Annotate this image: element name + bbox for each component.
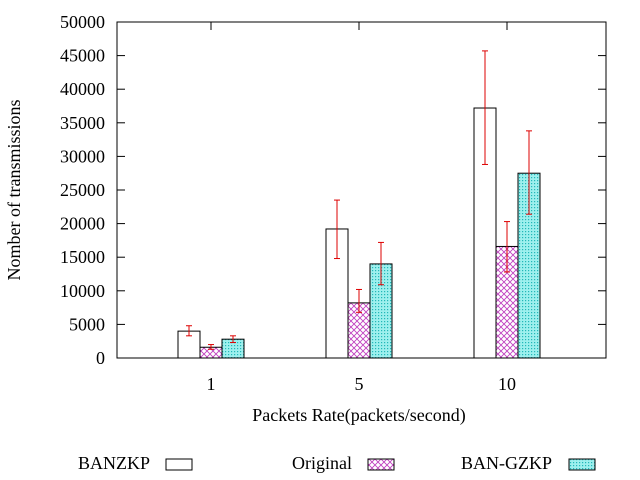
legend-swatch — [568, 458, 596, 471]
error-bar — [208, 344, 214, 350]
error-bar — [356, 288, 362, 313]
y-tick-label: 30000 — [60, 146, 105, 166]
error-bar — [482, 50, 488, 165]
bars — [177, 107, 541, 359]
error-bar — [378, 241, 384, 286]
legend-swatch — [367, 458, 395, 471]
y-tick-label: 45000 — [60, 46, 105, 66]
error-bar — [334, 199, 340, 260]
legend-swatch — [165, 458, 193, 471]
legend-item: BANZKP — [78, 453, 193, 473]
x-tick-label: 1 — [207, 374, 216, 394]
error-bar — [504, 221, 510, 273]
legend-label: BAN-GZKP — [461, 453, 552, 473]
y-tick-label: 50000 — [60, 12, 105, 32]
y-tick-label: 35000 — [60, 113, 105, 133]
x-tick-label: 5 — [355, 374, 364, 394]
y-axis: 0 5000 10000 15000 20000 25000 30000 35000 40000… — [60, 12, 606, 368]
y-tick-label: 40000 — [60, 79, 105, 99]
x-tick-label: 10 — [498, 374, 516, 394]
legend: BANZKP Original BAN-GZKP — [78, 453, 596, 473]
y-tick-label: 25000 — [60, 180, 105, 200]
legend-label: Original — [292, 453, 352, 473]
legend-item: Original — [292, 453, 395, 473]
legend-label: BANZKP — [78, 453, 150, 473]
y-axis-label: Nomber of transmissions — [4, 100, 24, 281]
error-bar — [186, 325, 192, 337]
x-axis-label: Packets Rate(packets/second) — [252, 405, 465, 426]
error-bar — [230, 335, 236, 344]
error-bars — [186, 50, 532, 350]
y-tick-label: 15000 — [60, 247, 105, 267]
error-bar — [526, 130, 532, 215]
legend-item: BAN-GZKP — [461, 453, 596, 473]
y-tick-label: 0 — [96, 348, 105, 368]
y-tick-label: 20000 — [60, 214, 105, 234]
y-tick-label: 5000 — [69, 314, 105, 334]
y-tick-label: 10000 — [60, 281, 105, 301]
